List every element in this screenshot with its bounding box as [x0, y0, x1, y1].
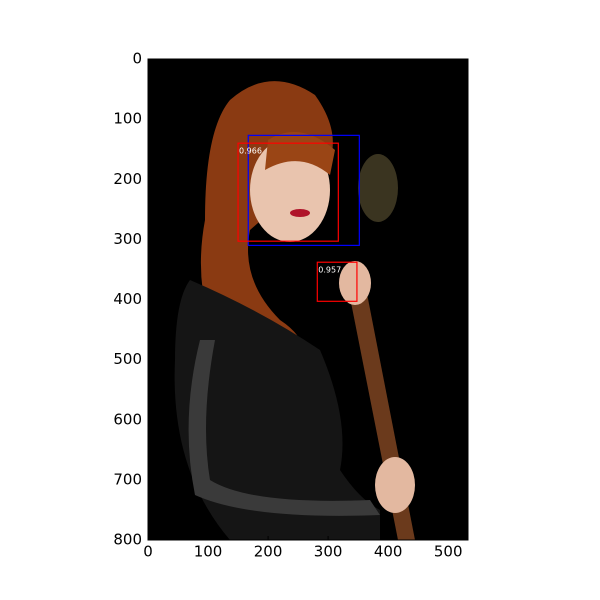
x-tick-label: 300: [314, 543, 343, 561]
photo: [148, 59, 468, 540]
y-tick-label: 700: [113, 470, 142, 488]
y-tick-label: 0: [132, 50, 142, 68]
y-tick-label: 800: [113, 531, 142, 549]
y-tick-label: 600: [113, 410, 142, 428]
x-tick-label: 200: [254, 543, 283, 561]
y-tick-label: 200: [113, 170, 142, 188]
y-tick-label: 100: [113, 110, 142, 128]
detection-box: [247, 134, 360, 246]
detection-box: [237, 142, 339, 242]
x-tick-label: 0: [143, 543, 153, 561]
y-tick-label: 400: [113, 290, 142, 308]
y-tick-label: 500: [113, 350, 142, 368]
detection-box: [316, 261, 358, 302]
detection-score: 0.957: [318, 266, 341, 275]
x-tick-label: 100: [194, 543, 223, 561]
detection-score: 0.966: [239, 147, 262, 156]
x-tick-label: 400: [374, 543, 403, 561]
x-tick-label: 500: [434, 543, 463, 561]
y-tick-label: 300: [113, 230, 142, 248]
